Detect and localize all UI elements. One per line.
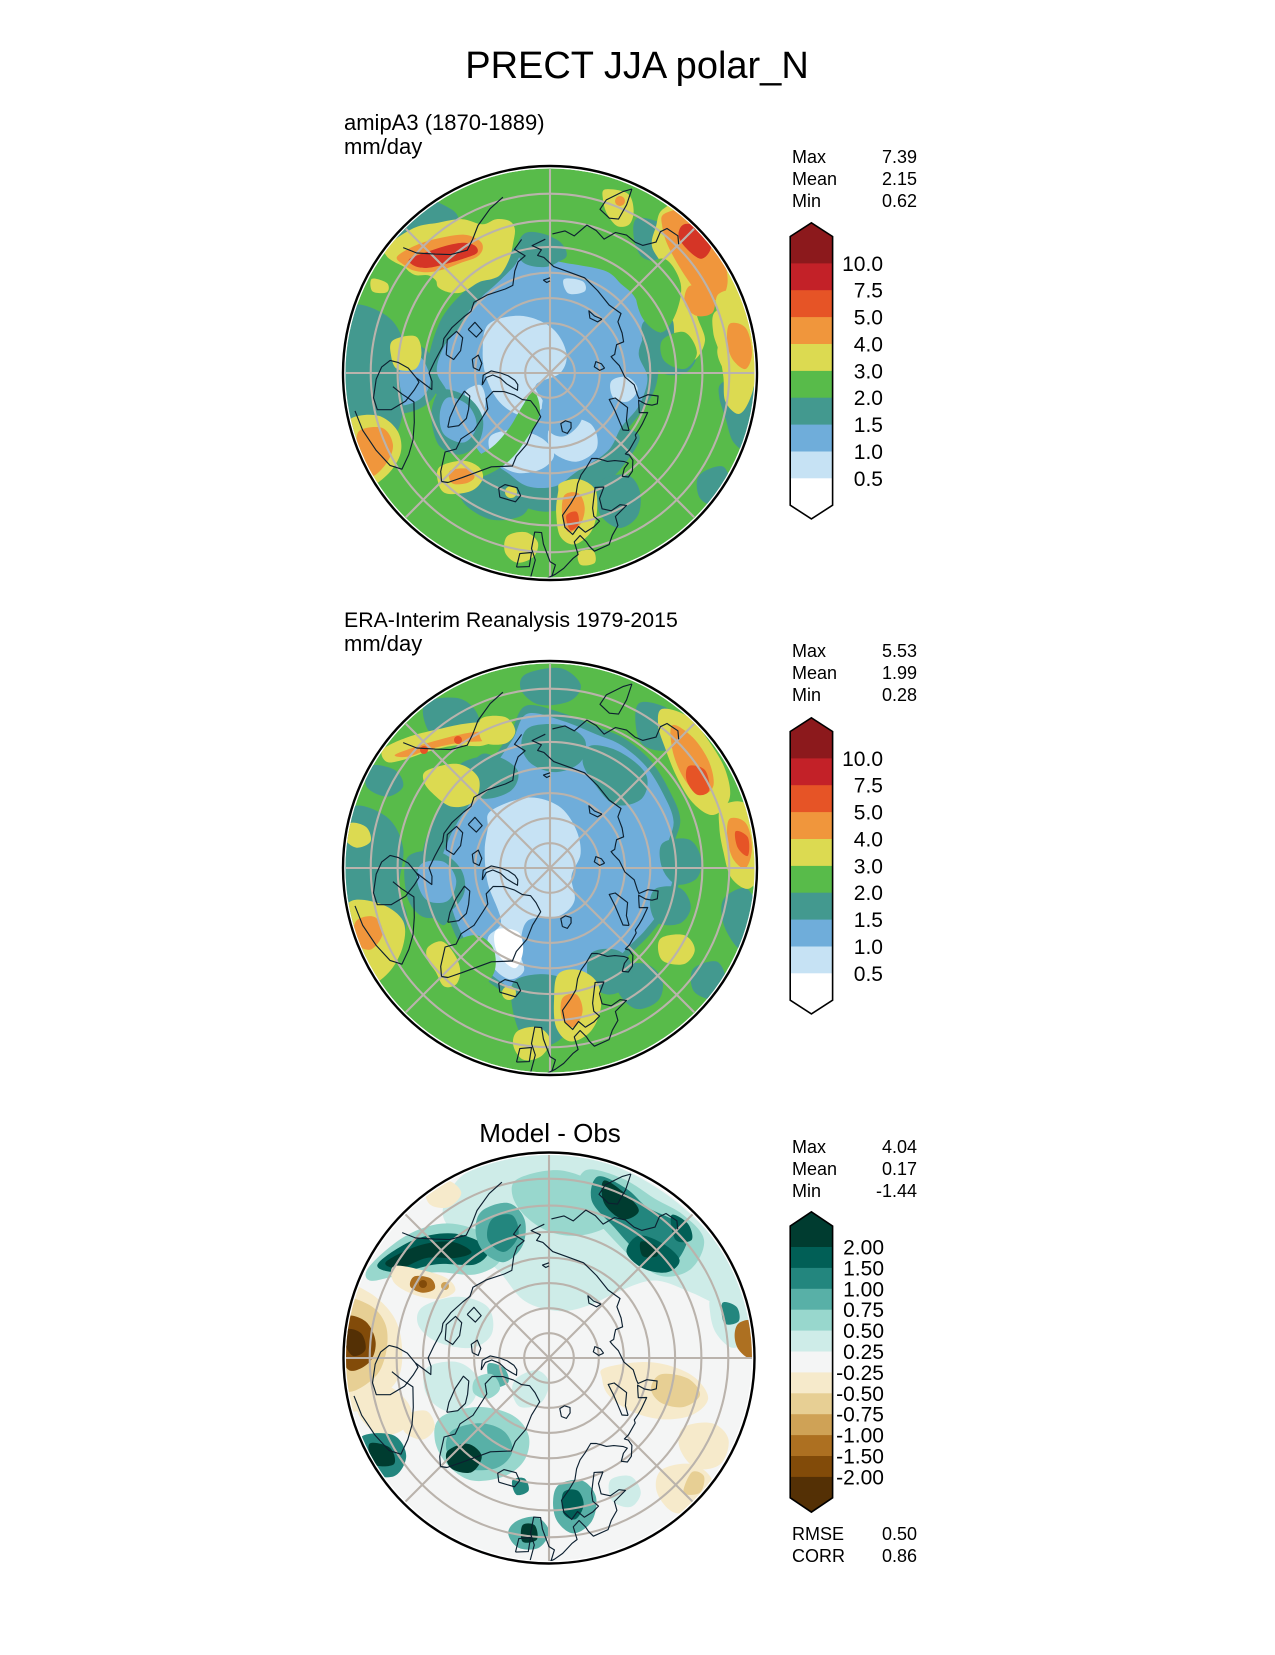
svg-text:1.5: 1.5 — [854, 414, 883, 437]
svg-text:7.5: 7.5 — [854, 280, 883, 303]
svg-text:1.99: 1.99 — [882, 663, 917, 683]
svg-text:1.00: 1.00 — [843, 1278, 884, 1301]
svg-text:5.0: 5.0 — [854, 307, 883, 330]
svg-text:0.5: 0.5 — [854, 963, 883, 986]
svg-text:3.0: 3.0 — [854, 855, 883, 878]
svg-text:7.39: 7.39 — [882, 147, 917, 167]
svg-text:-1.44: -1.44 — [876, 1181, 917, 1201]
svg-text:ERA-Interim Reanalysis 1979-20: ERA-Interim Reanalysis 1979-2015 — [344, 608, 678, 632]
svg-text:2.0: 2.0 — [854, 387, 883, 410]
svg-text:4.0: 4.0 — [854, 829, 883, 852]
svg-text:0.86: 0.86 — [882, 1546, 917, 1566]
svg-text:1.0: 1.0 — [854, 441, 883, 464]
svg-text:-1.50: -1.50 — [836, 1446, 884, 1469]
svg-text:7.5: 7.5 — [854, 775, 883, 798]
svg-text:2.0: 2.0 — [854, 882, 883, 905]
svg-text:Mean: Mean — [792, 169, 837, 189]
svg-text:Max: Max — [792, 147, 826, 167]
svg-text:Min: Min — [792, 191, 821, 211]
svg-text:mm/day: mm/day — [344, 134, 422, 159]
svg-text:0.17: 0.17 — [882, 1159, 917, 1179]
svg-text:2.15: 2.15 — [882, 169, 917, 189]
svg-text:5.0: 5.0 — [854, 802, 883, 825]
svg-text:-0.50: -0.50 — [836, 1383, 884, 1406]
svg-text:1.5: 1.5 — [854, 909, 883, 932]
svg-text:Max: Max — [792, 1137, 826, 1157]
svg-text:5.53: 5.53 — [882, 641, 917, 661]
svg-text:-1.00: -1.00 — [836, 1425, 884, 1448]
svg-text:1.0: 1.0 — [854, 936, 883, 959]
svg-text:0.75: 0.75 — [843, 1299, 884, 1322]
svg-text:PRECT JJA polar_N: PRECT JJA polar_N — [465, 45, 809, 87]
svg-text:10.0: 10.0 — [842, 253, 883, 276]
svg-text:Mean: Mean — [792, 1159, 837, 1179]
svg-text:Min: Min — [792, 685, 821, 705]
svg-text:Mean: Mean — [792, 663, 837, 683]
svg-text:-2.00: -2.00 — [836, 1466, 884, 1489]
svg-text:mm/day: mm/day — [344, 631, 422, 656]
svg-text:3.0: 3.0 — [854, 360, 883, 383]
svg-text:0.50: 0.50 — [843, 1320, 884, 1343]
svg-text:0.25: 0.25 — [843, 1341, 884, 1364]
svg-text:amipA3 (1870-1889): amipA3 (1870-1889) — [344, 110, 545, 135]
svg-text:0.5: 0.5 — [854, 468, 883, 491]
svg-text:Min: Min — [792, 1181, 821, 1201]
svg-text:CORR: CORR — [792, 1546, 845, 1566]
svg-text:-0.75: -0.75 — [836, 1404, 884, 1427]
svg-text:0.50: 0.50 — [882, 1524, 917, 1544]
svg-text:10.0: 10.0 — [842, 748, 883, 771]
svg-text:Model - Obs: Model - Obs — [479, 1118, 621, 1148]
svg-text:4.0: 4.0 — [854, 334, 883, 357]
svg-text:Max: Max — [792, 641, 826, 661]
svg-text:RMSE: RMSE — [792, 1524, 844, 1544]
svg-text:1.50: 1.50 — [843, 1257, 884, 1280]
svg-text:-0.25: -0.25 — [836, 1362, 884, 1385]
svg-text:2.00: 2.00 — [843, 1237, 884, 1260]
svg-text:0.62: 0.62 — [882, 191, 917, 211]
svg-text:0.28: 0.28 — [882, 685, 917, 705]
svg-text:4.04: 4.04 — [882, 1137, 917, 1157]
